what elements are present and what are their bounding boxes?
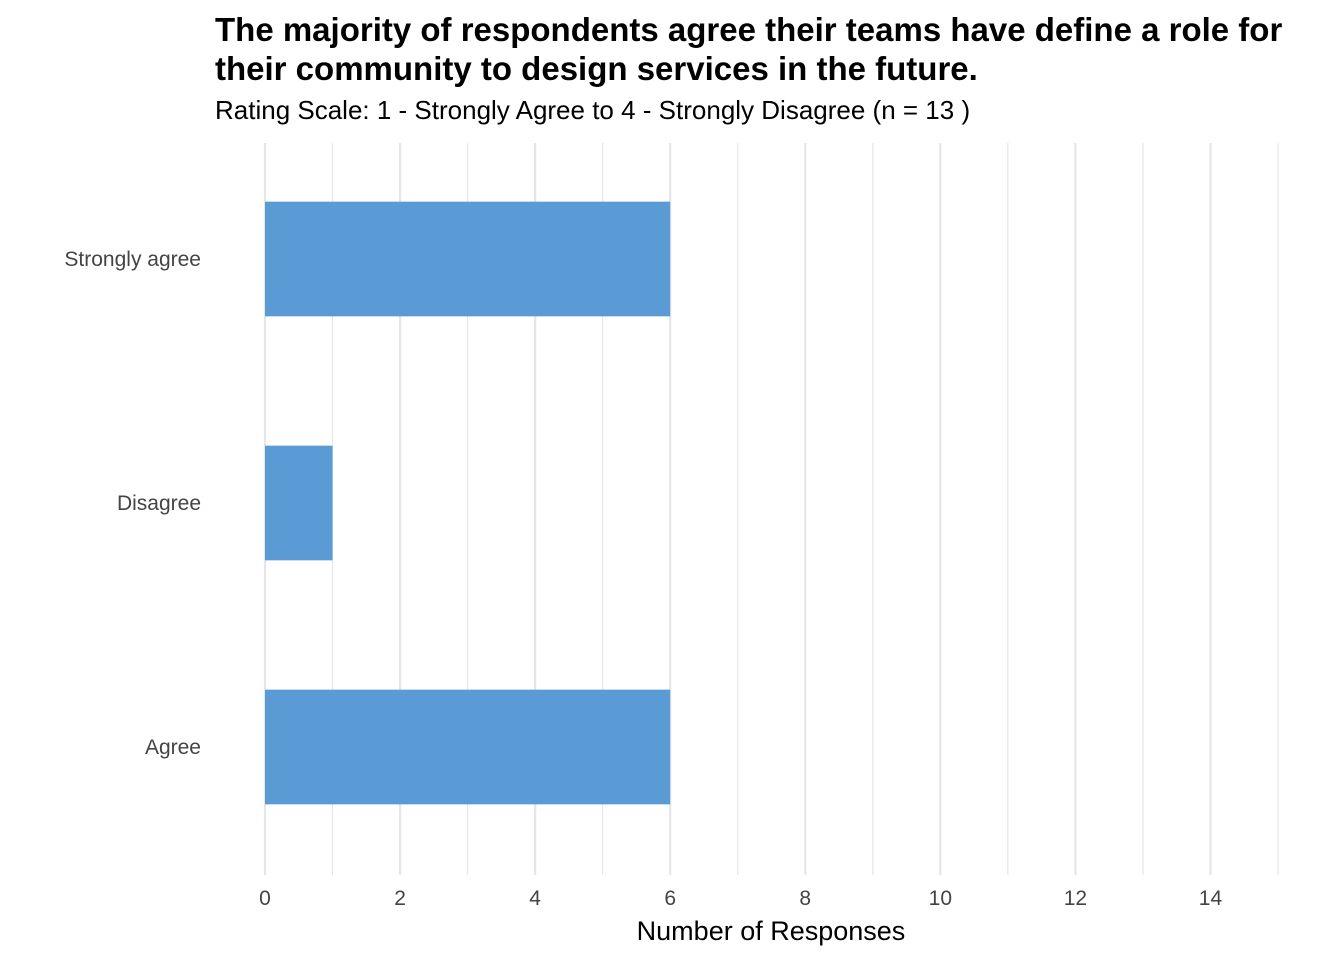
category-label: Strongly agree (64, 248, 201, 271)
category-label: Disagree (117, 492, 201, 515)
x-axis-label: Number of Responses (637, 916, 906, 946)
chart-title: The majority of respondents agree their … (215, 11, 1283, 87)
category-label: Agree (145, 736, 201, 759)
x-tick-label: 12 (1064, 887, 1087, 910)
x-tick-label: 4 (529, 887, 541, 910)
category-labels: Strongly agree Disagree Agree (64, 248, 201, 759)
bar-agree (265, 689, 671, 805)
bars (265, 201, 671, 805)
x-tick-label: 8 (799, 887, 811, 910)
bar-disagree (265, 445, 333, 561)
x-tick-label: 0 (259, 887, 271, 910)
chart-subtitle: Rating Scale: 1 - Strongly Agree to 4 - … (215, 95, 971, 125)
x-tick-labels: 0 2 4 6 8 10 12 14 (259, 887, 1222, 910)
x-tick-label: 6 (664, 887, 676, 910)
x-tick-label: 14 (1199, 887, 1223, 910)
x-tick-label: 2 (394, 887, 406, 910)
bar-strongly-agree (265, 201, 671, 317)
x-tick-label: 10 (929, 887, 952, 910)
